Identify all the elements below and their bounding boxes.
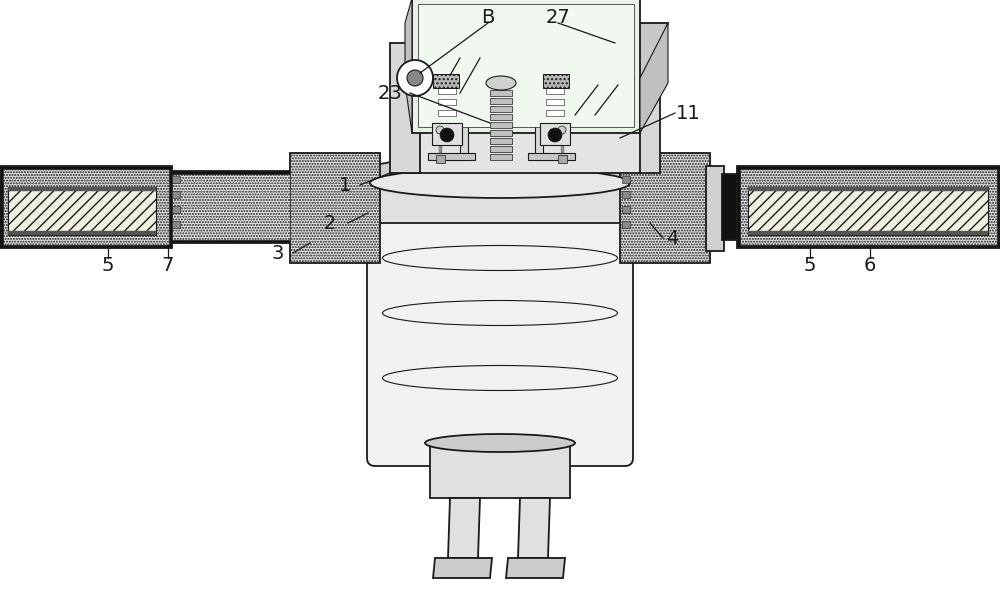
Bar [0, 166, 172, 248]
Text: 7: 7 [162, 256, 174, 275]
Bar [737, 166, 1000, 248]
Bar [748, 187, 988, 191]
Bar [490, 106, 512, 112]
Bar [3, 169, 169, 245]
Bar [740, 169, 997, 245]
Text: 2: 2 [324, 213, 336, 232]
Polygon shape [535, 123, 568, 160]
Bar [172, 206, 180, 213]
Polygon shape [360, 173, 640, 223]
Bar [490, 138, 512, 144]
Bar [490, 146, 512, 152]
Bar [748, 187, 988, 235]
Bar [722, 174, 737, 240]
Bar [438, 110, 456, 116]
Bar [8, 187, 156, 235]
Bar [172, 176, 180, 183]
Bar [490, 154, 512, 160]
Polygon shape [390, 43, 660, 173]
Bar [490, 90, 512, 96]
Bar [430, 443, 570, 498]
Circle shape [436, 126, 444, 134]
Bar [170, 171, 293, 243]
Polygon shape [405, 23, 668, 83]
Ellipse shape [425, 434, 575, 452]
Bar [546, 110, 564, 116]
Bar [438, 88, 456, 94]
Bar [290, 153, 380, 263]
Ellipse shape [370, 168, 630, 198]
Bar [543, 74, 569, 88]
Bar [546, 88, 564, 94]
Circle shape [548, 128, 562, 142]
Bar [8, 187, 156, 191]
Text: 4: 4 [666, 229, 678, 248]
Bar [622, 176, 630, 183]
Polygon shape [640, 78, 650, 133]
Bar [546, 99, 564, 105]
Bar [620, 153, 710, 263]
Ellipse shape [360, 156, 640, 191]
Bar [490, 114, 512, 120]
Bar [436, 155, 445, 163]
Circle shape [397, 60, 433, 96]
Circle shape [407, 70, 423, 86]
Polygon shape [405, 78, 650, 83]
Text: 27: 27 [546, 7, 570, 26]
Text: 23: 23 [378, 83, 402, 102]
Polygon shape [428, 153, 475, 160]
Bar [622, 221, 630, 228]
Bar [706, 166, 724, 251]
Bar [622, 191, 630, 198]
FancyBboxPatch shape [367, 170, 633, 466]
Polygon shape [405, 0, 412, 133]
Bar [412, 0, 640, 133]
Bar [172, 174, 290, 240]
Bar [622, 206, 630, 213]
Polygon shape [435, 123, 468, 160]
Text: 5: 5 [102, 256, 114, 275]
Bar [558, 155, 567, 163]
Bar [540, 123, 570, 145]
Bar [490, 98, 512, 104]
Polygon shape [640, 23, 668, 133]
Bar [172, 191, 180, 198]
Circle shape [558, 126, 566, 134]
Bar [748, 231, 988, 235]
Ellipse shape [486, 76, 516, 90]
Bar [438, 99, 456, 105]
Text: 1: 1 [339, 175, 351, 194]
Polygon shape [506, 558, 565, 578]
Polygon shape [433, 558, 492, 578]
Text: 3: 3 [272, 243, 284, 262]
Bar [432, 123, 462, 145]
Text: B: B [481, 7, 495, 26]
Polygon shape [518, 498, 550, 558]
Polygon shape [448, 498, 480, 558]
Text: 5: 5 [804, 256, 816, 275]
Bar [418, 4, 634, 127]
Bar [433, 74, 459, 88]
Bar [8, 231, 156, 235]
Polygon shape [390, 43, 420, 173]
Text: 11: 11 [676, 104, 700, 123]
Polygon shape [640, 43, 660, 173]
Polygon shape [528, 153, 575, 160]
Bar [490, 130, 512, 136]
Bar [490, 122, 512, 128]
Bar [172, 221, 180, 228]
Circle shape [440, 128, 454, 142]
Text: 6: 6 [864, 256, 876, 275]
